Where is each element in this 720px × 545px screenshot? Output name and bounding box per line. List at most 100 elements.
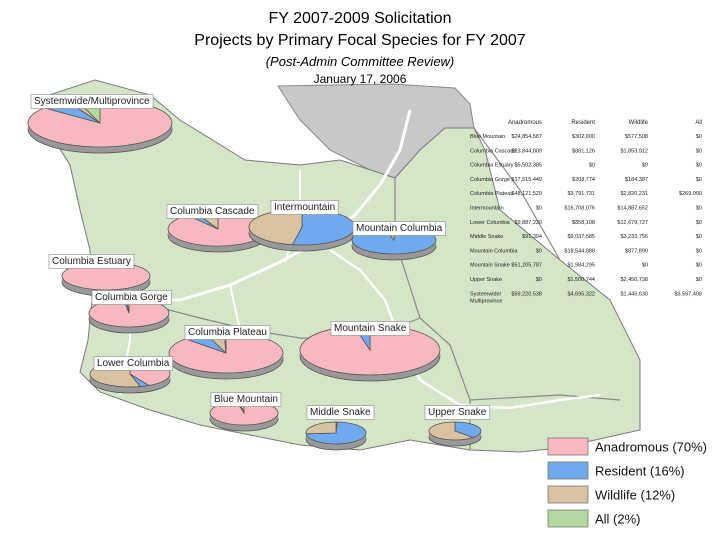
table-cell: $23,844,809	[511, 148, 542, 154]
table-cell: $4,695,322	[567, 291, 595, 297]
chart-title: FY 2007-2009 Solicitation	[268, 10, 452, 27]
pie-label-box	[166, 204, 259, 219]
table-row-name: Blue Mountain	[470, 134, 505, 140]
pie-chart: Middle Snake	[305, 405, 375, 451]
table-cell: $2,450,738	[620, 277, 648, 283]
table-cell: $3,791,731	[567, 191, 595, 197]
pie-chart: Columbia Cascade	[166, 204, 269, 253]
table-row: Columbia Gorge $17,515,449 $208,774 $184,38…	[470, 177, 702, 183]
table-cell: $9,887,220	[514, 220, 542, 226]
review-note: (Post-Admin Committee Review)	[265, 54, 455, 69]
table-row: Columbia Estuary $5,502,385 $0 $0 $0	[470, 163, 702, 169]
pie-label: Upper Snake	[428, 407, 487, 418]
table-row: Lower Columbia $9,887,220 $858,108 $12,679,…	[470, 220, 702, 226]
table-row: Blue Mountain $24,854,587 $302,000 $577,508…	[470, 134, 702, 140]
table-row-name: Lower Columbia	[470, 220, 511, 226]
table-cell: $877,890	[625, 248, 648, 254]
pie-slice-wildlife	[305, 421, 337, 435]
table-cell: $0	[536, 206, 542, 212]
table-cell: $59,220,538	[511, 291, 542, 297]
legend: Anadromous (70%) Resident (16%) Wildlife (…	[547, 437, 707, 528]
table-cell: $0	[696, 277, 702, 283]
pie-label-box	[93, 356, 173, 371]
pie-label-box	[424, 405, 491, 420]
legend-swatch	[547, 509, 589, 528]
pie-label: Lower Columbia	[97, 358, 170, 369]
table-cell: $0	[696, 163, 702, 169]
legend-label: Resident (16%)	[595, 464, 685, 479]
table-cell: $0	[696, 134, 702, 140]
table-cell: $0	[696, 177, 702, 183]
legend-label: All (2%)	[595, 512, 641, 527]
table-row: Mountain Snake $51,205,787 $1,984,295 $0 $0	[470, 263, 702, 269]
table-cell: $3,233,756	[620, 234, 648, 240]
table-row: Upper Snake $0 $1,500,744 $2,450,738 $0	[470, 277, 702, 283]
pie-layer: Systemwide/Multiprovince Columbia Cascade…	[27, 94, 491, 451]
table-row-name: Columbia Estuary	[470, 163, 514, 169]
pie-label-box	[270, 200, 339, 215]
table-cell: $577,508	[625, 134, 648, 140]
table-row: Mountain Columbia $0 $18,544,888 $877,890 $0	[470, 248, 702, 254]
legend-swatch	[547, 461, 589, 480]
pie-chart: Mountain Snake	[299, 321, 441, 382]
table-row-name: Upper Snake	[470, 277, 502, 283]
table-row-name: Systemwide/	[470, 291, 502, 297]
table-cell: $0	[536, 248, 542, 254]
table-cell: $18,544,888	[564, 248, 595, 254]
table-cell: $3,597,408	[674, 291, 702, 297]
table-cell: $881,126	[572, 148, 595, 154]
table-row-name: Columbia Cascade	[470, 148, 516, 154]
pie-chart: Columbia Estuary	[48, 254, 151, 297]
table-column-header: Wildlife	[629, 120, 649, 126]
table-cell: $269,000	[679, 191, 702, 197]
table-cell: $184,387	[625, 177, 648, 183]
table-row: Systemwide/Multiprovince $59,220,538 $4,69…	[470, 291, 702, 304]
table-cell: $2,820,231	[620, 191, 648, 197]
table-row-name: Columbia Gorge	[470, 177, 510, 183]
table-cell: $14,887,652	[617, 206, 648, 212]
pie-label-box	[210, 392, 282, 407]
pie-chart: Upper Snake	[424, 405, 491, 447]
table-row: Intermountain $0 $16,708,076 $14,887,652 $0	[470, 206, 702, 212]
table-cell: $12,679,727	[617, 220, 648, 226]
pie-chart: Columbia Plateau	[168, 325, 284, 380]
table-row-name-cont: Multiprovince	[470, 298, 502, 304]
table-cell: $1,500,744	[567, 277, 595, 283]
state-border	[469, 394, 621, 401]
table-cell: $0	[642, 163, 648, 169]
table-cell: $0	[696, 263, 702, 269]
table-cell: $9,037,585	[567, 234, 595, 240]
pie-label-box	[184, 325, 271, 340]
pie-label: Middle Snake	[310, 407, 371, 418]
pie-label: Columbia Cascade	[170, 206, 255, 217]
pie-chart: Blue Mountain	[209, 392, 282, 432]
legend-swatch	[547, 485, 589, 504]
pie-label-box	[48, 254, 135, 269]
table-cell: $0	[696, 148, 702, 154]
report-date: January 17, 2006	[313, 72, 407, 86]
table-row-name: Mountain Snake	[470, 263, 510, 269]
table-column-header: Anadromous	[508, 120, 542, 126]
pie-chart: Mountain Columbia	[351, 221, 446, 261]
state-border	[473, 127, 561, 261]
pie-chart: Lower Columbia	[89, 356, 173, 394]
table-cell: $1,984,295	[567, 263, 595, 269]
table-cell: $0	[536, 277, 542, 283]
table-column-header: Resident	[571, 120, 595, 126]
table-column-header: All	[695, 120, 702, 126]
pie-label: Mountain Columbia	[356, 223, 443, 234]
pie-slice-wildlife	[428, 421, 475, 441]
chart-subtitle: Projects by Primary Focal Species for FY…	[194, 32, 526, 49]
data-table: Anadromous Resident Wildlife All Blue Mounta…	[470, 120, 702, 304]
pie-label-box	[352, 221, 446, 236]
pie-label: Mountain Snake	[334, 323, 407, 334]
pie-label: Columbia Plateau	[188, 327, 267, 338]
table-cell: $5,502,385	[514, 163, 542, 169]
table-row: Middle Snake $91,394 $9,037,585 $3,233,756 $…	[470, 234, 702, 240]
table-cell: $24,854,587	[511, 134, 542, 140]
table-cell: $0	[696, 206, 702, 212]
pie-label-box	[91, 290, 172, 305]
pie-label: Blue Mountain	[214, 394, 278, 405]
